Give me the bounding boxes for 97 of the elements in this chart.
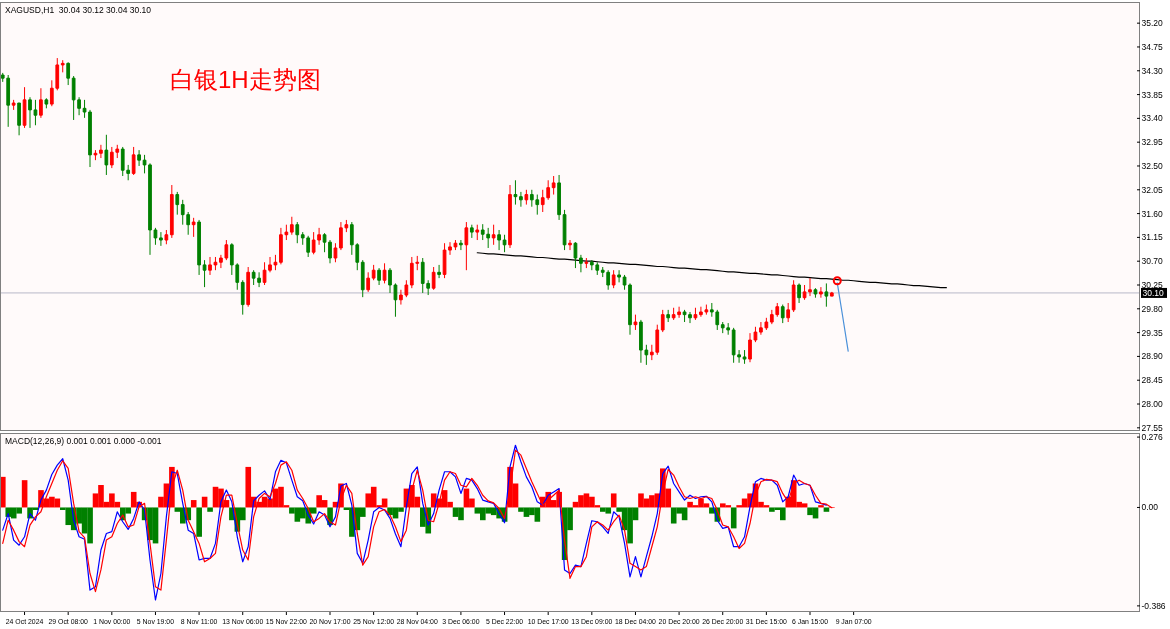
candlestick (459, 239, 463, 251)
candlestick (191, 217, 196, 238)
candlestick (469, 224, 474, 239)
y-tick-label: 34.30 (1141, 65, 1164, 76)
candlestick (295, 221, 300, 244)
candlestick (382, 262, 387, 284)
candlestick (617, 269, 621, 283)
candlestick (519, 191, 523, 208)
y-tick-label: 33.85 (1141, 89, 1164, 100)
candlestick (93, 149, 98, 161)
candlestick (159, 231, 163, 247)
y-tick-label: 28.45 (1141, 375, 1164, 386)
candlestick (742, 349, 747, 365)
y-tick-label: 28.00 (1141, 399, 1164, 410)
candlestick (508, 184, 512, 249)
candlestick (497, 229, 501, 251)
y-tick-label: 32.50 (1141, 160, 1164, 171)
candlestick (633, 314, 638, 331)
candlestick (780, 304, 785, 324)
candlestick (99, 144, 103, 159)
annotation: MACD(12,26,9) 0.001 0.001 0.000 -0.001 (5, 436, 162, 446)
candlestick (693, 307, 698, 321)
y-tick-label: 27.55 (1141, 422, 1164, 433)
y-tick-label: -0.386 (1141, 600, 1166, 611)
candlestick (22, 86, 27, 129)
y-tick-label: 29.35 (1141, 327, 1164, 338)
candlestick (66, 61, 71, 86)
candlestick (562, 209, 567, 251)
y-tick-label: 31.15 (1141, 232, 1164, 243)
bar (207, 507, 213, 512)
candlestick (17, 102, 21, 136)
candlestick (568, 239, 572, 251)
bar (818, 505, 824, 508)
candlestick (169, 184, 174, 239)
bar (196, 507, 202, 537)
y-tick-label: 29.80 (1141, 303, 1164, 314)
candlestick (39, 87, 43, 119)
candlestick (197, 219, 201, 276)
bar (610, 493, 617, 508)
candlestick (137, 149, 141, 167)
bar (823, 507, 830, 512)
candlestick (371, 264, 376, 281)
candlestick (164, 229, 169, 245)
candlestick (437, 264, 441, 279)
y-tick-label: 33.40 (1141, 113, 1164, 124)
y-tick-label: 35.20 (1141, 18, 1164, 29)
candlestick (366, 271, 371, 293)
candlestick (202, 259, 207, 288)
line-series (476, 252, 947, 289)
candlestick (557, 174, 561, 221)
candlestick (464, 221, 469, 271)
y-tick-label: 28.90 (1141, 351, 1164, 362)
candlestick (513, 179, 518, 206)
candlestick (246, 266, 251, 308)
candlestick (175, 191, 180, 216)
candlestick (819, 286, 823, 299)
candlestick (360, 259, 365, 298)
bar (190, 500, 197, 508)
candlestick (11, 99, 16, 111)
candlestick (502, 234, 507, 253)
bar (730, 507, 737, 529)
text: 白银1H走势图 (170, 66, 321, 93)
candlestick (573, 241, 578, 269)
candlestick (524, 189, 529, 206)
y-tick-label: 31.60 (1141, 208, 1164, 219)
candlestick (786, 302, 791, 323)
y-tick-label: 34.75 (1141, 41, 1164, 52)
candlestick (579, 254, 583, 273)
candlestick (797, 282, 801, 304)
candlestick (131, 146, 136, 176)
candlestick (104, 134, 109, 176)
candlestick (791, 279, 796, 313)
y-tick-label: 32.05 (1141, 184, 1164, 195)
annotation: XAGUSD,H1 30.04 30.12 30.04 30.10 (5, 5, 152, 15)
candlestick (44, 97, 49, 109)
candlestick (611, 269, 616, 289)
candlestick (660, 309, 665, 333)
candlestick (240, 279, 245, 316)
candlestick (666, 309, 671, 323)
y-tick-label: 32.95 (1141, 137, 1164, 148)
candlestick (475, 224, 480, 241)
candlestick (584, 257, 589, 269)
y-tick-label: 0.00 (1141, 502, 1159, 513)
candlestick (813, 287, 818, 299)
candlestick (551, 175, 556, 196)
candlestick (377, 267, 381, 286)
y-tick-label: 30.25 (1141, 280, 1164, 290)
y-tick-label: 0.276 (1141, 432, 1164, 443)
candlestick (431, 266, 436, 291)
y-tick-label: 30.70 (1141, 256, 1164, 267)
candlestick (491, 224, 496, 246)
candlestick (824, 282, 829, 308)
candlestick (289, 216, 294, 236)
candlestick (333, 242, 338, 263)
candlestick (829, 291, 834, 297)
ref-line-label: 30.10 (1142, 287, 1165, 298)
candlestick (60, 59, 65, 73)
